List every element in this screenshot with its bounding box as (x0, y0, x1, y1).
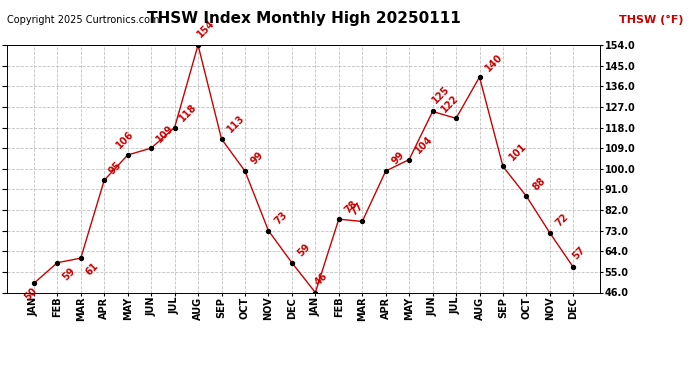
Text: 57: 57 (571, 245, 587, 262)
Text: 72: 72 (554, 212, 571, 229)
Point (380, 168, 391, 174)
Text: 113: 113 (226, 113, 247, 135)
Text: 46: 46 (313, 270, 329, 287)
Text: 101: 101 (507, 141, 529, 162)
Point (310, 290, 321, 296)
Point (451, 116, 462, 122)
Text: 99: 99 (249, 150, 266, 167)
Point (122, 152, 133, 158)
Text: 50: 50 (23, 286, 39, 303)
Text: THSW Index Monthly High 20250111: THSW Index Monthly High 20250111 (147, 11, 460, 26)
Text: 77: 77 (348, 201, 365, 217)
Text: THSW (°F): THSW (°F) (619, 15, 683, 25)
Point (193, 42, 204, 48)
Text: 88: 88 (531, 175, 547, 192)
Text: 122: 122 (440, 93, 461, 114)
Point (404, 157, 415, 163)
Point (52, 260, 63, 266)
Text: 118: 118 (177, 102, 199, 123)
Point (474, 74, 485, 80)
Point (239, 168, 250, 174)
Text: 95: 95 (107, 159, 124, 176)
Point (99, 177, 110, 183)
Point (28, 280, 39, 286)
Text: 109: 109 (154, 123, 175, 144)
Point (544, 230, 555, 236)
Point (568, 264, 579, 270)
Text: 104: 104 (413, 134, 435, 155)
Point (75, 255, 86, 261)
Text: 78: 78 (343, 198, 359, 215)
Text: 59: 59 (296, 242, 313, 258)
Point (497, 164, 509, 170)
Text: Copyright 2025 Curtronics.com: Copyright 2025 Curtronics.com (7, 15, 159, 25)
Text: 73: 73 (273, 210, 289, 226)
Text: 106: 106 (114, 129, 135, 151)
Point (427, 108, 438, 114)
Point (333, 216, 344, 222)
Point (146, 145, 157, 151)
Text: 59: 59 (60, 266, 77, 282)
Point (216, 136, 227, 142)
Point (263, 228, 274, 234)
Point (521, 193, 532, 199)
Point (357, 219, 368, 225)
Text: 99: 99 (390, 150, 406, 167)
Text: 140: 140 (484, 51, 505, 73)
Point (286, 260, 297, 266)
Point (169, 124, 180, 130)
Text: 61: 61 (83, 261, 100, 278)
Text: 125: 125 (430, 84, 451, 106)
Text: 154: 154 (195, 18, 217, 39)
